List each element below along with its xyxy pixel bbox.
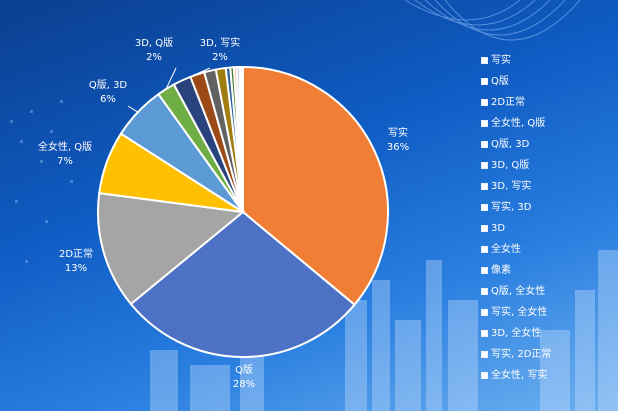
legend-label: 写实, 3D [491,202,532,213]
slice-percent-label: 28% [233,379,255,390]
legend-label: 3D, Q版 [491,160,530,171]
slice-percent-label: 2% [212,52,228,63]
legend-item: 3D, 写实 [481,176,613,197]
legend-label: 写实, 全女性 [491,307,548,318]
legend-item: Q版 [481,71,613,92]
slice-label: Q版, 3D [89,78,128,91]
slice-percent-label: 13% [65,263,87,274]
legend-label: 全女性, Q版 [491,118,546,129]
legend-item: 写实, 全女性 [481,302,613,323]
legend-item: Q版, 全女性 [481,281,613,302]
legend-item: 3D, 全女性 [481,323,613,344]
slice-percent-label: 2% [146,52,162,63]
legend-label: Q版, 全女性 [491,286,546,297]
legend-item: 3D [481,218,613,239]
pie-slice [242,65,389,307]
legend-label: 2D正常 [491,97,526,108]
legend-swatch-icon [481,288,488,295]
pie-slice [129,210,356,359]
legend-item: 3D, Q版 [481,155,613,176]
legend-swatch-icon [481,330,488,337]
legend-swatch-icon [481,120,488,127]
pie-labels: 写实 36% Q版 28% 2D正常 13% 全女性, Q版 7% Q版, 3D 6% 3D, Q版… [38,36,409,390]
slice-label: 全女性, Q版 [38,140,92,153]
legend-swatch-icon [481,57,488,64]
legend-swatch-icon [481,78,488,85]
legend-swatch-icon [481,141,488,148]
legend-label: Q版, 3D [491,139,530,150]
slice-label: 3D, Q版 [135,36,173,49]
legend-item: 全女性 [481,239,613,260]
legend-label: Q版 [491,76,509,87]
slice-label: Q版 [235,363,253,376]
slice-label: 写实 [388,126,408,139]
legend-swatch-icon [481,99,488,106]
legend-swatch-icon [481,183,488,190]
legend-swatch-icon [481,372,488,379]
legend-label: 写实 [491,55,511,66]
legend-swatch-icon [481,246,488,253]
legend-label: 3D, 全女性 [491,328,542,339]
legend-label: 写实, 2D正常 [491,349,552,360]
slice-percent-label: 7% [57,156,73,167]
legend-item: 像素 [481,260,613,281]
legend-item: 写实, 3D [481,197,613,218]
legend-swatch-icon [481,267,488,274]
legend-item: 写实, 2D正常 [481,344,613,365]
legend-swatch-icon [481,204,488,211]
legend-swatch-icon [481,225,488,232]
pie-slice [240,65,244,213]
pie-slice [96,192,246,306]
legend-item: 全女性, Q版 [481,113,613,134]
legend-label: 像素 [491,265,511,276]
pie-slices [96,65,389,359]
legend-swatch-icon [481,162,488,169]
legend-item: 写实 [481,50,613,71]
slice-label: 3D, 写实 [200,36,240,49]
legend-label: 3D, 写实 [491,181,532,192]
legend-label: 3D [491,223,506,234]
legend-item: 2D正常 [481,92,613,113]
legend-swatch-icon [481,351,488,358]
slice-percent-label: 6% [100,94,116,105]
legend-label: 全女性 [491,244,521,255]
legend-label: 全女性, 写实 [491,370,548,381]
legend-item: 全女性, 写实 [481,365,613,386]
slice-percent-label: 36% [387,142,409,153]
leader-line [181,67,211,81]
legend-item: Q版, 3D [481,134,613,155]
leader-line [165,67,177,90]
slice-label: 2D正常 [59,247,93,260]
legend-swatch-icon [481,309,488,316]
legend: 写实 Q版 2D正常全女性, Q版 Q版, 3D 3D, Q版 3D, 写实 写实, 3D 3… [481,50,613,386]
leader-line [127,105,139,113]
